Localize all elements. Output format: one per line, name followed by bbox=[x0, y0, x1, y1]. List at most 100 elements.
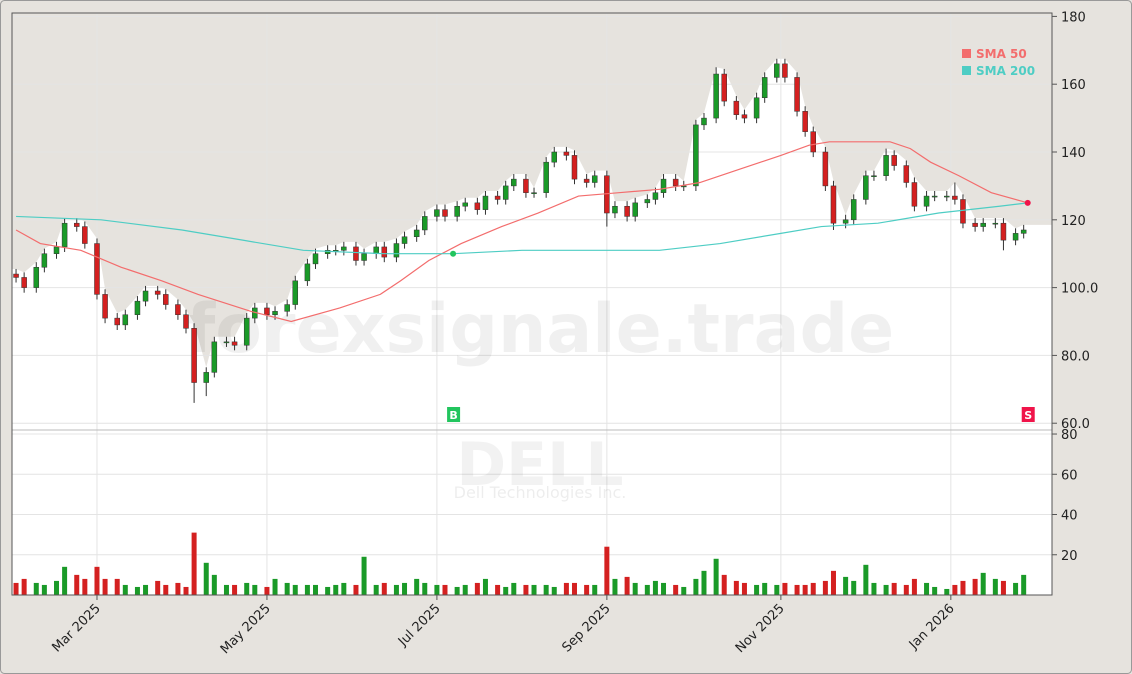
candle-body bbox=[502, 185, 509, 200]
candle-body bbox=[13, 273, 19, 278]
volume-bar bbox=[632, 582, 638, 595]
candle-body bbox=[442, 209, 448, 217]
volume-bar bbox=[422, 582, 428, 595]
volume-bar bbox=[721, 574, 727, 595]
candle-body bbox=[612, 205, 618, 214]
legend-swatch bbox=[962, 49, 971, 58]
candle-body bbox=[822, 151, 829, 187]
legend-label: SMA 200 bbox=[976, 64, 1035, 78]
volume-bar bbox=[252, 584, 258, 595]
volume-bar bbox=[661, 582, 667, 595]
candle-body bbox=[652, 192, 659, 200]
candle-body bbox=[923, 195, 930, 207]
volume-bar bbox=[474, 582, 480, 595]
volume-bar bbox=[341, 582, 347, 595]
volume-bar bbox=[713, 558, 719, 595]
volume-bar bbox=[592, 584, 598, 595]
candle-body bbox=[482, 195, 489, 210]
volume-bar bbox=[810, 582, 816, 595]
volume-bar bbox=[442, 584, 448, 595]
candle-body bbox=[304, 263, 311, 282]
volume-bar bbox=[701, 570, 707, 595]
volume-bar bbox=[223, 584, 229, 595]
volume-bar bbox=[733, 580, 739, 595]
candle-body bbox=[733, 100, 740, 115]
candle-body bbox=[810, 131, 816, 153]
volume-bar bbox=[571, 582, 577, 595]
volume-bar bbox=[624, 576, 630, 595]
volume-bar bbox=[325, 586, 331, 595]
candle-body bbox=[231, 341, 238, 346]
candle-body bbox=[203, 372, 209, 383]
candle-body bbox=[191, 328, 197, 383]
volume-tick-label: 60 bbox=[1061, 468, 1078, 483]
volume-bar bbox=[203, 562, 209, 595]
signal-dot bbox=[450, 250, 457, 257]
volume-bar bbox=[1000, 580, 1006, 595]
volume-bar bbox=[402, 582, 408, 595]
volume-bar bbox=[41, 584, 47, 595]
volume-bar bbox=[960, 580, 966, 595]
volume-bar bbox=[1021, 574, 1027, 595]
candle-body bbox=[794, 77, 800, 112]
candle-body bbox=[413, 229, 420, 238]
candle-body bbox=[782, 63, 788, 78]
candle-body bbox=[393, 243, 400, 258]
candle-body bbox=[952, 195, 958, 200]
volume-bar bbox=[830, 570, 836, 595]
y-tick-label: 60.0 bbox=[1061, 417, 1090, 432]
volume-bar bbox=[924, 582, 930, 595]
candle-body bbox=[931, 195, 938, 198]
signal-badge bbox=[447, 407, 461, 422]
plot-border bbox=[11, 12, 1053, 596]
candle-body bbox=[891, 155, 897, 166]
y-tick-label: 120 bbox=[1061, 214, 1086, 229]
candle-body bbox=[863, 175, 869, 200]
signal-dot bbox=[1024, 199, 1031, 206]
candle-body bbox=[434, 209, 440, 217]
candle-body bbox=[992, 222, 999, 225]
volume-bar bbox=[191, 532, 197, 595]
candle-body bbox=[82, 226, 88, 244]
candle-body bbox=[911, 182, 918, 207]
watermark-symbol: DELL bbox=[456, 430, 623, 500]
volume-bar bbox=[992, 578, 998, 595]
volume-bar bbox=[163, 584, 169, 595]
volume-bar bbox=[175, 582, 181, 595]
volume-bar bbox=[531, 584, 537, 595]
volume-bar bbox=[932, 586, 938, 595]
candle-body bbox=[1012, 233, 1019, 241]
candle-body bbox=[753, 97, 760, 119]
candle-body bbox=[154, 290, 161, 295]
candle-body bbox=[94, 243, 100, 295]
candle-body bbox=[142, 290, 149, 302]
volume-bar bbox=[972, 578, 978, 595]
volume-bar bbox=[843, 576, 849, 595]
volume-bar bbox=[652, 580, 658, 595]
candle-body bbox=[883, 155, 889, 176]
volume-bar bbox=[155, 580, 161, 595]
candle-body bbox=[802, 111, 808, 132]
volume-bar bbox=[122, 584, 128, 595]
candle-body bbox=[211, 341, 218, 373]
candle-body bbox=[163, 294, 169, 305]
volume-bar bbox=[911, 578, 917, 595]
candle-body bbox=[1020, 229, 1027, 234]
candle-body bbox=[543, 161, 549, 193]
signal-label: B bbox=[449, 409, 457, 422]
volume-bar bbox=[94, 566, 100, 595]
volume-bar bbox=[361, 556, 367, 595]
candle-body bbox=[871, 175, 877, 177]
candle-body bbox=[401, 236, 408, 244]
candle-body bbox=[511, 178, 517, 187]
candle-body bbox=[454, 205, 460, 217]
volume-bar bbox=[462, 584, 468, 595]
volume-bar bbox=[74, 574, 80, 595]
volume-bar bbox=[794, 584, 800, 595]
candle-body bbox=[102, 294, 108, 319]
candle-body bbox=[243, 317, 250, 346]
candle-body bbox=[494, 195, 501, 200]
candle-body bbox=[591, 175, 598, 183]
volume-bar bbox=[523, 584, 529, 595]
